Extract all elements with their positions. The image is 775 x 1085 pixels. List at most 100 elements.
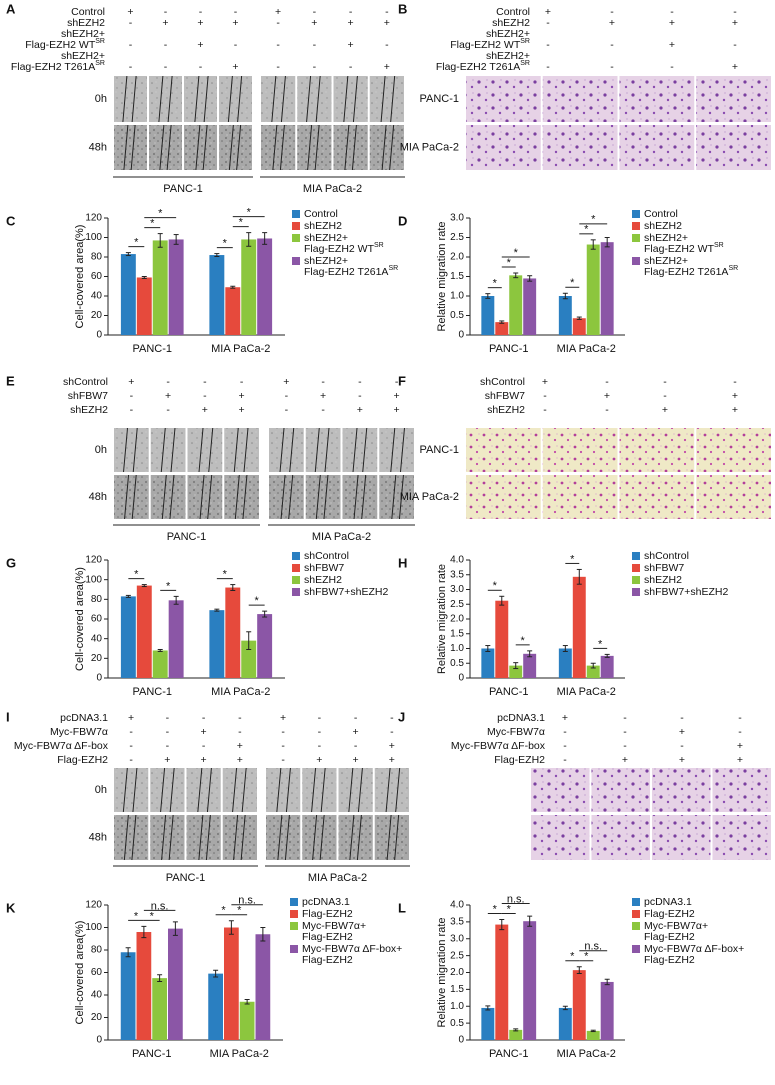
bar xyxy=(209,610,225,678)
bar xyxy=(523,278,537,335)
bar xyxy=(168,600,184,678)
bar xyxy=(225,287,241,335)
legend-swatch xyxy=(632,210,640,218)
legend-swatch xyxy=(292,564,300,572)
treatment-sign: + xyxy=(165,390,171,402)
treatment-label: pcDNA3.1 xyxy=(60,712,108,724)
treatment-sign: - xyxy=(276,17,280,29)
wound-edge xyxy=(352,427,358,473)
wound-edge xyxy=(241,767,247,813)
wound-edge xyxy=(166,124,172,171)
micrograph xyxy=(542,428,618,472)
cell-line-label: PANC-1 xyxy=(167,531,207,543)
treatment-label: Flag-EZH2 xyxy=(494,754,545,766)
y-tick-label: 3.5 xyxy=(450,569,464,580)
micrograph xyxy=(114,428,149,472)
wound-edge xyxy=(353,474,359,520)
legend-label: Flag-EZH2 T261ASR xyxy=(644,265,738,278)
y-axis-label: Cell-covered area(%) xyxy=(74,225,86,329)
treatment-sign: + xyxy=(545,6,551,18)
micrograph xyxy=(619,475,695,519)
significance-label: * xyxy=(507,903,512,915)
wound-edge xyxy=(356,814,362,861)
row-label: MIA PaCa-2 xyxy=(400,141,459,153)
treatment-sign: + xyxy=(732,404,738,416)
micrograph xyxy=(542,475,618,519)
micrograph xyxy=(652,815,711,860)
micrograph xyxy=(222,815,257,860)
treatment-label: Flag-EZH2 xyxy=(57,754,108,766)
treatment-sign: - xyxy=(166,712,170,724)
legend-swatch xyxy=(290,922,298,930)
legend-swatch xyxy=(290,910,298,918)
treatment-label: shEZH2+ xyxy=(486,50,530,62)
wound-edge xyxy=(391,474,397,520)
micrograph xyxy=(342,428,378,472)
significance-label: * xyxy=(223,568,228,580)
x-tick-label: PANC-1 xyxy=(132,1048,172,1060)
wound-edge xyxy=(320,767,326,813)
treatment-sign: - xyxy=(546,17,550,29)
treatment-sign: + xyxy=(127,6,133,18)
x-tick-label: PANC-1 xyxy=(489,343,529,355)
wound-edge xyxy=(344,124,350,171)
legend-label-superscript: SR xyxy=(388,265,398,272)
y-tick-label: 40 xyxy=(91,990,103,1001)
treatment-sign: - xyxy=(349,6,353,18)
x-tick-label: MIA PaCa-2 xyxy=(211,343,270,355)
treatment-sign: - xyxy=(670,6,674,18)
treatment-sign: + xyxy=(669,17,675,29)
wound-edge xyxy=(311,767,317,813)
treatment-sign: + xyxy=(348,39,354,51)
treatment-sign: + xyxy=(353,754,359,766)
bar xyxy=(255,934,271,1040)
significance-label: * xyxy=(247,207,252,219)
treatment-label-text: Flag-EZH2 T261A xyxy=(436,61,520,73)
y-tick-label: 2.0 xyxy=(450,967,464,978)
y-tick-label: 100 xyxy=(85,232,102,243)
treatment-sign: - xyxy=(199,61,203,73)
treatment-sign: - xyxy=(358,390,362,402)
y-tick-label: 120 xyxy=(85,900,102,911)
bar xyxy=(168,928,183,1040)
legend-label: shEZH2+ xyxy=(304,255,348,267)
legend-label: shEZH2 xyxy=(644,574,682,586)
legend-label: Flag-EZH2 xyxy=(302,908,353,920)
significance-label: * xyxy=(584,951,589,963)
wound-edge xyxy=(237,75,243,123)
panel-label: K xyxy=(6,900,16,915)
y-tick-label: 1.5 xyxy=(450,984,464,995)
wound-edge xyxy=(398,474,404,520)
panel-label: C xyxy=(6,213,16,228)
treatment-sign: + xyxy=(128,712,134,724)
bar xyxy=(495,322,509,335)
micrograph xyxy=(542,125,618,170)
y-axis-label: Relative migration rate xyxy=(436,564,448,674)
micrograph xyxy=(269,428,304,472)
micrograph xyxy=(338,768,373,812)
legend-swatch xyxy=(632,234,640,242)
wound-edge xyxy=(240,814,246,861)
y-tick-label: 3.0 xyxy=(450,933,464,944)
x-tick-label: PANC-1 xyxy=(489,686,529,698)
wound-edge xyxy=(285,767,291,813)
legend-swatch xyxy=(292,210,300,218)
wound-edge xyxy=(158,75,164,123)
wound-edge xyxy=(324,427,330,473)
treatment-sign: - xyxy=(623,740,627,752)
wound-edge xyxy=(132,767,138,813)
cell-line-label: MIA PaCa-2 xyxy=(308,872,367,884)
treatment-sign: - xyxy=(670,61,674,73)
micrograph xyxy=(269,475,304,519)
wound-edge xyxy=(271,75,277,123)
micrograph xyxy=(696,475,771,519)
treatment-sign: - xyxy=(385,6,389,18)
bar xyxy=(168,239,184,335)
significance-label: * xyxy=(521,635,526,647)
wound-edge xyxy=(390,75,396,123)
bar xyxy=(225,587,241,678)
y-tick-label: 80 xyxy=(91,594,103,605)
wound-edge xyxy=(312,814,318,861)
micrograph xyxy=(369,125,404,170)
treatment-sign: + xyxy=(389,740,395,752)
